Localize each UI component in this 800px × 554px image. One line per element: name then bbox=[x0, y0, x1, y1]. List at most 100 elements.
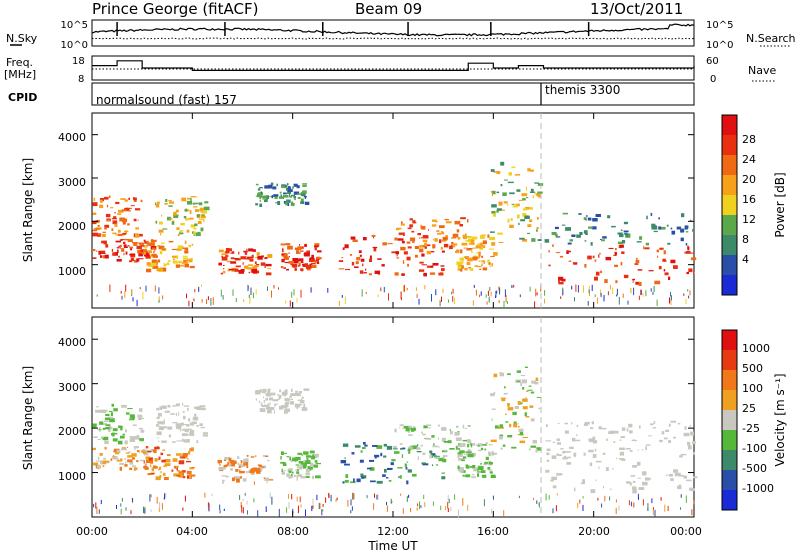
scatter-cell bbox=[403, 232, 405, 237]
scatter-cell bbox=[401, 221, 403, 225]
scatter-cell bbox=[524, 215, 530, 219]
cpid-entry-2: themis 3300 bbox=[545, 83, 620, 97]
scatter-cell bbox=[240, 460, 243, 464]
ground-scatter-cell bbox=[158, 296, 160, 302]
scatter-cell bbox=[521, 193, 528, 197]
scatter-cell bbox=[414, 246, 419, 249]
ground-scatter-cell bbox=[131, 289, 133, 296]
scatter-cell bbox=[194, 413, 197, 417]
scatter-cell bbox=[271, 195, 273, 199]
scatter-cell bbox=[431, 219, 437, 222]
scatter-cell bbox=[221, 475, 228, 477]
ground-scatter-cell bbox=[239, 495, 241, 501]
scatter-cell bbox=[551, 455, 557, 459]
scatter-cell bbox=[137, 446, 139, 449]
ground-scatter-cell bbox=[328, 492, 330, 498]
scatter-cell bbox=[158, 229, 164, 233]
scatter-cell bbox=[467, 444, 470, 448]
scatter-cell bbox=[648, 435, 652, 437]
scatter-cell bbox=[99, 427, 101, 432]
scatter-cell bbox=[178, 411, 180, 416]
scatter-cell bbox=[300, 399, 303, 401]
scatter-cell bbox=[411, 230, 415, 233]
scatter-cell bbox=[180, 422, 184, 426]
scatter-cell bbox=[99, 204, 104, 208]
scatter-cell bbox=[686, 479, 692, 482]
scatter-cell bbox=[294, 199, 296, 201]
scatter-cell bbox=[304, 201, 310, 205]
ground-scatter-cell bbox=[447, 501, 449, 509]
scatter-cell bbox=[461, 459, 465, 462]
scatter-cell bbox=[124, 207, 130, 211]
scatter-cell bbox=[525, 206, 531, 210]
scatter-cell bbox=[565, 451, 571, 453]
scatter-cell bbox=[176, 453, 182, 456]
scatter-cell bbox=[102, 465, 105, 468]
scatter-cell bbox=[269, 402, 271, 405]
scatter-cell bbox=[190, 196, 196, 198]
ground-scatter-cell bbox=[386, 505, 388, 512]
scatter-cell bbox=[303, 195, 307, 198]
scatter-cell bbox=[406, 241, 411, 244]
colorbar-segment bbox=[722, 410, 737, 431]
ground-scatter-cell bbox=[325, 497, 327, 503]
scatter-cell bbox=[125, 452, 130, 454]
scatter-cell bbox=[302, 190, 307, 194]
scatter-cell bbox=[283, 394, 286, 397]
scatter-cell bbox=[359, 459, 364, 463]
ground-scatter-cell bbox=[529, 286, 531, 292]
power-panel-frame bbox=[91, 112, 695, 309]
scatter-cell bbox=[191, 474, 196, 477]
scatter-cell bbox=[286, 456, 290, 458]
colorbar-segment bbox=[722, 235, 737, 256]
scatter-cell bbox=[589, 462, 593, 467]
scatter-cell bbox=[386, 445, 393, 450]
scatter-cell bbox=[130, 247, 133, 251]
scatter-cell bbox=[511, 446, 517, 449]
scatter-cell bbox=[181, 262, 185, 264]
scatter-cell bbox=[105, 427, 110, 430]
scatter-cell bbox=[615, 248, 617, 251]
ground-scatter-cell bbox=[139, 287, 141, 290]
scatter-cell bbox=[199, 217, 201, 221]
scatter-cell bbox=[496, 208, 502, 211]
scatter-cell bbox=[316, 256, 321, 260]
scatter-cell bbox=[182, 245, 184, 249]
scatter-cell bbox=[294, 268, 297, 271]
scatter-cell bbox=[689, 252, 694, 254]
scatter-cell bbox=[310, 462, 314, 466]
scatter-cell bbox=[103, 420, 109, 422]
scatter-cell bbox=[184, 240, 187, 245]
ground-scatter-cell bbox=[582, 496, 584, 499]
scatter-cell bbox=[230, 257, 235, 260]
ground-scatter-cell bbox=[248, 294, 250, 299]
scatter-cell bbox=[338, 260, 344, 262]
scatter-cell bbox=[441, 239, 447, 242]
scatter-cell bbox=[517, 425, 520, 428]
ground-scatter-cell bbox=[495, 290, 497, 298]
scatter-cell bbox=[246, 465, 249, 469]
scatter-cell bbox=[133, 242, 138, 246]
scatter-cell bbox=[579, 232, 583, 235]
scatter-cell bbox=[664, 272, 669, 276]
scatter-cell bbox=[482, 240, 487, 245]
ground-scatter-cell bbox=[416, 507, 418, 511]
scatter-cell bbox=[249, 258, 254, 262]
ground-scatter-cell bbox=[499, 287, 501, 295]
scatter-cell bbox=[104, 417, 110, 421]
scatter-cell bbox=[246, 454, 249, 457]
scatter-cell bbox=[193, 228, 197, 230]
scatter-cell bbox=[160, 471, 162, 474]
scatter-cell bbox=[299, 467, 303, 470]
ground-scatter-cell bbox=[124, 291, 126, 299]
ground-scatter-cell bbox=[424, 285, 426, 290]
scatter-cell bbox=[222, 480, 224, 484]
scatter-cell bbox=[189, 210, 192, 215]
scatter-cell bbox=[299, 244, 301, 246]
ground-scatter-cell bbox=[452, 288, 454, 294]
scatter-cell bbox=[520, 402, 523, 405]
scatter-cell bbox=[92, 232, 99, 237]
ground-scatter-cell bbox=[149, 494, 151, 502]
scatter-cell bbox=[568, 250, 571, 253]
scatter-cell bbox=[476, 252, 480, 254]
